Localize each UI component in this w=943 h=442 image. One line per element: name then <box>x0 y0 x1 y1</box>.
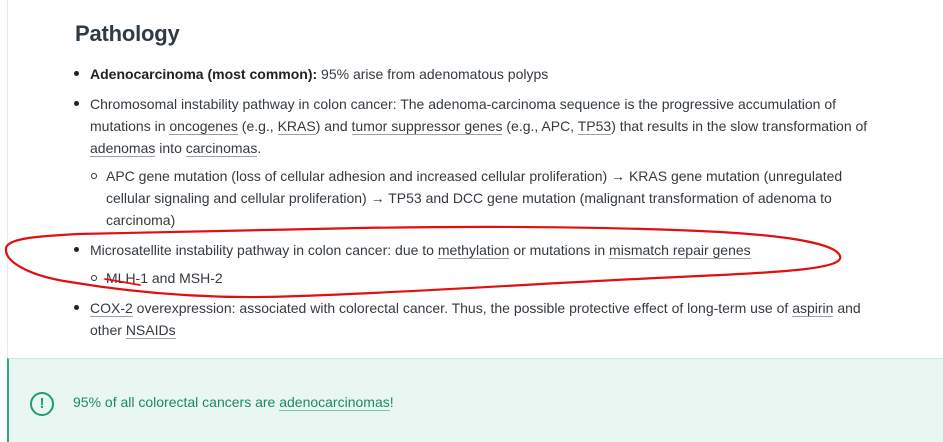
link-aspirin[interactable]: aspirin <box>792 300 834 317</box>
sub-list: APC gene mutation (loss of cellular adhe… <box>90 165 870 231</box>
tip-text: 95% of all colorectal cancers are adenoc… <box>73 394 394 411</box>
term-qualifier: (most common): <box>203 66 318 82</box>
content-divider <box>7 0 8 358</box>
link-kras[interactable]: KRAS <box>277 118 316 135</box>
section-title: Pathology <box>75 21 180 46</box>
exclamation-circle-icon: ! <box>30 392 54 416</box>
link-mismatch-repair-genes[interactable]: mismatch repair genes <box>609 242 751 259</box>
item-text: and other <box>90 300 861 338</box>
link-carcinomas[interactable]: carcinomas <box>185 140 258 157</box>
list-item-microsatellite-instability: Microsatellite instability pathway in co… <box>70 239 870 289</box>
sub-list: MLH-1 and MSH-2 <box>90 267 870 289</box>
item-text: or mutations in <box>509 242 610 258</box>
sub-item-apc-sequence: APC gene mutation (loss of cellular adhe… <box>90 165 870 231</box>
item-text: into <box>155 140 186 156</box>
link-adenocarcinomas[interactable]: adenocarcinomas <box>279 394 390 411</box>
item-text: ) and <box>315 118 352 134</box>
link-tp53[interactable]: TP53 <box>577 118 612 135</box>
pathology-list: Adenocarcinoma (most common): 95% arise … <box>70 63 870 349</box>
term-adenocarcinoma: Adenocarcinoma <box>90 66 204 82</box>
list-item-chromosomal-instability: Chromosomal instability pathway in colon… <box>70 93 870 231</box>
item-text: 95% arise from adenomatous polyps <box>317 66 549 82</box>
sub-item-mlh1-msh2: MLH-1 and MSH-2 <box>90 267 870 289</box>
link-adenomas[interactable]: adenomas <box>90 140 156 157</box>
link-tumor-suppressor-genes[interactable]: tumor suppressor genes <box>351 118 503 135</box>
link-cox-2[interactable]: COX-2 <box>90 300 133 317</box>
tip-box: ! 95% of all colorectal cancers are aden… <box>7 358 943 442</box>
list-item-adenocarcinoma: Adenocarcinoma (most common): 95% arise … <box>70 63 870 85</box>
item-text: Microsatellite instability pathway in co… <box>90 242 438 258</box>
item-text: (e.g., <box>237 118 278 134</box>
link-nsaids[interactable]: NSAIDs <box>125 322 176 339</box>
link-methylation[interactable]: methylation <box>437 242 510 259</box>
tip-text-before: 95% of all colorectal cancers are <box>73 394 280 410</box>
item-text: Chromosomal instability pathway in colon… <box>90 96 837 134</box>
item-text: overexpression: associated with colorect… <box>132 300 793 316</box>
tip-text-after: ! <box>389 394 394 410</box>
item-text: (e.g., APC, <box>502 118 578 134</box>
item-text: ) that results in the slow transformatio… <box>611 118 868 134</box>
link-oncogenes[interactable]: oncogenes <box>169 118 238 135</box>
list-item-cox2: COX-2 overexpression: associated with co… <box>70 297 870 341</box>
item-text: . <box>257 140 262 156</box>
